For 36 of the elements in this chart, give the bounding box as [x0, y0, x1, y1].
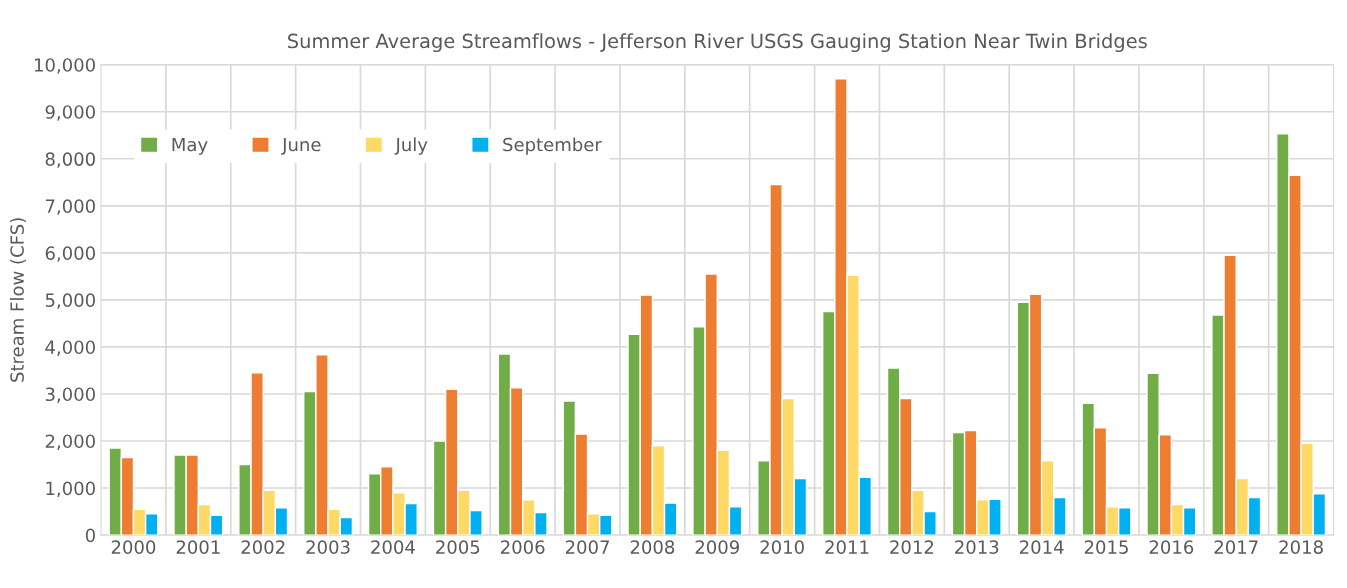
x-tick-label: 2011 — [825, 540, 869, 554]
x-tick-label: 2003 — [306, 540, 350, 554]
legend-label: July — [394, 137, 428, 155]
x-tick-label: 2010 — [760, 540, 804, 554]
x-tick-label: 2008 — [630, 540, 675, 554]
x-tick-label: 2016 — [1149, 540, 1194, 554]
y-tick-label: 3,000 — [45, 387, 95, 403]
x-tick-label: 2013 — [955, 540, 999, 554]
legend-label: June — [281, 137, 321, 155]
x-tick-label: 2006 — [501, 540, 545, 554]
x-tick-label: 2004 — [371, 540, 415, 554]
legend-label: May — [172, 137, 208, 155]
y-axis-title: Stream Flow (CFS) — [9, 218, 27, 382]
x-tick-label: 2005 — [436, 540, 480, 554]
y-tick-label: 10,000 — [34, 58, 95, 74]
x-tick-label: 2009 — [695, 540, 739, 554]
x-tick-label: 2017 — [1214, 540, 1258, 554]
x-tick-label: 2018 — [1279, 540, 1323, 554]
x-tick-label: 2001 — [176, 540, 220, 554]
y-tick-label: 0 — [85, 528, 95, 543]
x-tick-label: 2012 — [890, 540, 934, 554]
x-tick-label: 2000 — [111, 540, 156, 554]
y-tick-label: 9,000 — [45, 105, 95, 121]
y-tick-label: 4,000 — [45, 340, 95, 356]
y-tick-label: 8,000 — [45, 152, 95, 168]
y-tick-label: 2,000 — [45, 434, 95, 450]
x-tick-label: 2014 — [1019, 540, 1064, 554]
y-tick-label: 5,000 — [45, 293, 95, 309]
chart-title: Summer Average Streamflows - Jefferson River USGS Gauging Station Near Twin Bridges — [288, 33, 1147, 53]
y-tick-label: 6,000 — [45, 246, 95, 262]
x-tick-label: 2015 — [1084, 540, 1128, 554]
x-tick-label: 2002 — [241, 540, 285, 554]
legend-label: September — [503, 137, 602, 155]
y-tick-label: 1,000 — [46, 481, 95, 497]
y-tick-label: 7,000 — [45, 199, 95, 215]
x-tick-label: 2007 — [565, 540, 609, 554]
